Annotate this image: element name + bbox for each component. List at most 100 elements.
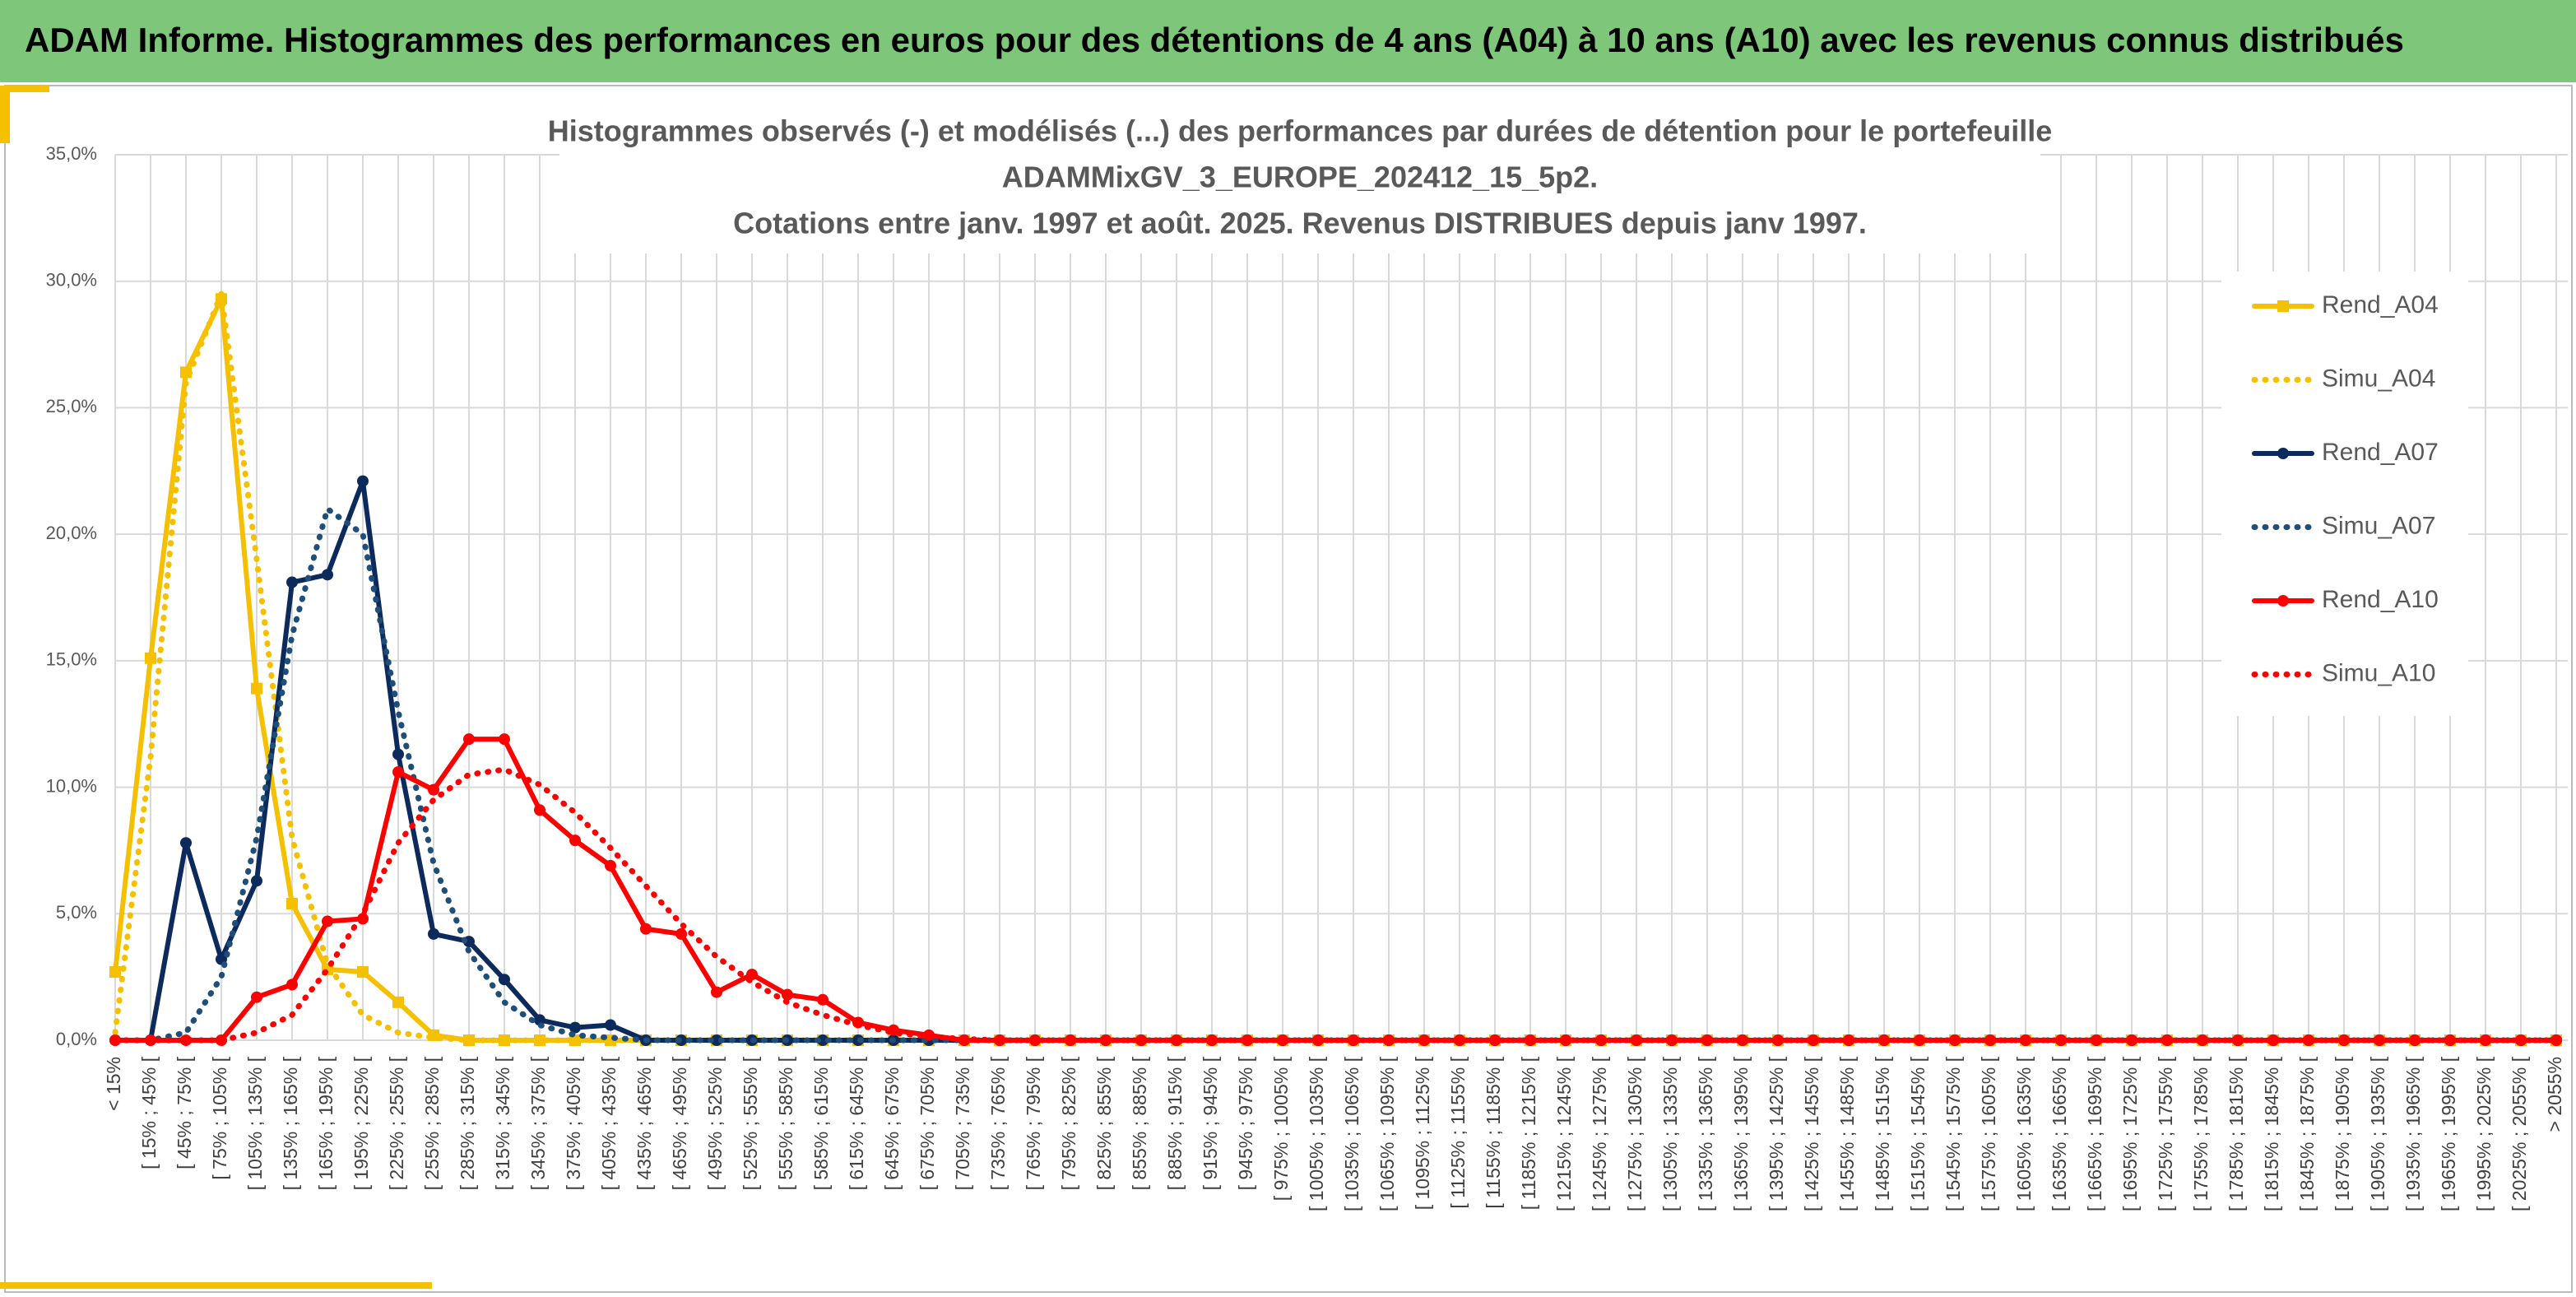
x-tick-label: [ 645% ; 675% [ (881, 1056, 903, 1190)
point (1242, 1034, 1253, 1046)
legend-marker (2277, 448, 2289, 459)
x-tick-label: [ 1485% ; 1515% [ (1872, 1056, 1893, 1211)
point (2020, 1034, 2031, 1046)
x-tick-label: [ 975% ; 1005% [ (1270, 1056, 1292, 1201)
x-tick-label: [ 825% ; 855% [ (1093, 1056, 1115, 1190)
point (994, 1034, 1005, 1046)
x-tick-label: [ 1155% ; 1185% [ (1483, 1056, 1504, 1208)
point (711, 1034, 722, 1046)
legend-label: Rend_A07 (2322, 439, 2439, 466)
series-line (112, 766, 2560, 1044)
x-tick-label: [ 225% ; 255% [ (386, 1056, 407, 1190)
x-tick-label: [ 1875% ; 1905% [ (2332, 1056, 2353, 1211)
x-tick-label: [ 345% ; 375% [ (527, 1056, 549, 1190)
x-tick-label: [ 1035% ; 1065% [ (1341, 1056, 1362, 1211)
y-tick-label: 0,0% (56, 1029, 97, 1049)
point (322, 915, 333, 927)
x-tick-label: [ 945% ; 975% [ (1235, 1056, 1256, 1190)
point (1701, 1034, 1713, 1046)
point (180, 1034, 192, 1046)
x-tick-label: [ 495% ; 525% [ (704, 1056, 726, 1190)
x-tick-label: [ 255% ; 285% [ (421, 1056, 443, 1190)
legend-marker (2277, 300, 2289, 312)
point (640, 923, 652, 935)
point (392, 748, 404, 760)
point (145, 652, 156, 664)
x-tick-label: [ 1575% ; 1605% [ (1978, 1056, 1999, 1211)
point (180, 837, 192, 849)
x-tick-label: [ 465% ; 495% [ (669, 1056, 690, 1190)
x-tick-label: [ 1125% ; 1155% [ (1447, 1056, 1469, 1208)
x-tick-label: [ 1275% ; 1305% [ (1624, 1056, 1645, 1211)
point (1560, 1034, 1571, 1046)
y-tick-label: 35,0% (46, 143, 97, 164)
point (569, 1034, 581, 1046)
x-tick-label: [ 1725% ; 1755% [ (2155, 1056, 2176, 1211)
point (605, 859, 616, 872)
point (251, 991, 262, 1003)
x-tick-label: [ 405% ; 435% [ (598, 1056, 620, 1190)
x-tick-label: [ 1905% ; 1935% [ (2367, 1056, 2388, 1211)
legend-background (2221, 272, 2468, 716)
x-tick-label: [ 75% ; 105% [ (209, 1056, 230, 1179)
x-tick-label: [ 855% ; 885% [ (1129, 1056, 1150, 1190)
x-tick-label: [ 1065% ; 1095% [ (1376, 1056, 1398, 1211)
x-tick-label: [ 435% ; 465% [ (634, 1056, 655, 1190)
legend-label: Simu_A04 (2322, 365, 2435, 392)
x-tick-label: [ 1845% ; 1875% [ (2296, 1056, 2318, 1211)
x-tick-label: [ 1425% ; 1455% [ (1801, 1056, 1822, 1211)
x-tick-label: [ 915% ; 945% [ (1200, 1056, 1221, 1190)
point (2374, 1034, 2385, 1046)
point (2267, 1034, 2279, 1046)
y-tick-label: 20,0% (46, 523, 97, 543)
grid: 0,0% 5,0% 10,0% 15,0% 20,0% 25,0% 30,0% 35,0% < … (46, 143, 2568, 1211)
legend-label: Rend_A10 (2322, 586, 2439, 613)
point (2550, 1034, 2562, 1046)
x-tick-label: [ 1305% ; 1335% [ (1659, 1056, 1681, 1211)
x-tick-label: [ 375% ; 405% [ (563, 1056, 584, 1190)
point (428, 927, 439, 940)
point (2055, 1034, 2067, 1046)
point (499, 974, 510, 986)
y-tick-label: 30,0% (46, 270, 97, 291)
x-tick-label: [ 1515% ; 1545% [ (1907, 1056, 1929, 1211)
x-tick-label: [ 1335% ; 1365% [ (1695, 1056, 1716, 1211)
x-tick-label: [ 1215% ; 1245% [ (1553, 1056, 1575, 1211)
x-tick-label: [ 795% ; 825% [ (1058, 1056, 1079, 1190)
point (2480, 1034, 2491, 1046)
series-line (113, 478, 2559, 1043)
x-tick-label: [ 525% ; 555% [ (740, 1056, 761, 1190)
x-tick-label: [ 45% ; 75% [ (174, 1056, 195, 1169)
legend-label: Simu_A07 (2322, 512, 2435, 539)
point (817, 1034, 828, 1046)
point (357, 475, 369, 487)
point (392, 766, 404, 779)
point (1454, 1034, 1465, 1046)
x-tick-label: [ 1455% ; 1485% [ (1836, 1056, 1858, 1211)
point (2161, 1034, 2173, 1046)
x-tick-label: [ 1815% ; 1845% [ (2261, 1056, 2282, 1211)
point (1914, 1034, 1925, 1046)
x-tick-label: [ 1245% ; 1275% [ (1589, 1056, 1610, 1211)
x-tick-label: [ 315% ; 345% [ (492, 1056, 513, 1190)
legend-marker (2277, 595, 2289, 607)
x-tick-label: [ 105% ; 135% [ (244, 1056, 266, 1190)
header-title: ADAM Informe. Histogrammes des performan… (25, 21, 2404, 59)
point (286, 979, 298, 991)
x-tick-label: [ 1365% ; 1395% [ (1730, 1056, 1752, 1211)
x-tick-label: [ 885% ; 915% [ (1164, 1056, 1186, 1190)
accent (0, 1282, 432, 1289)
x-tick-label: [ 165% ; 195% [ (315, 1056, 337, 1190)
x-tick-label: [ 585% ; 615% [ (810, 1056, 832, 1190)
x-tick-label: [ 705% ; 735% [ (952, 1056, 973, 1190)
x-tick-label: > 2055% (2544, 1057, 2565, 1132)
point (322, 569, 333, 581)
x-tick-label: [ 1755% ; 1785% [ (2190, 1056, 2212, 1211)
point (286, 897, 298, 909)
legend: Rend_A04 Simu_A04 Rend_A07 Simu_A07 Rend_A10… (2221, 272, 2468, 716)
y-tick-label: 15,0% (46, 649, 97, 670)
point (357, 965, 369, 978)
x-tick-label: [ 135% ; 165% [ (280, 1056, 301, 1190)
legend-label: Rend_A04 (2322, 291, 2439, 318)
point (251, 682, 262, 695)
